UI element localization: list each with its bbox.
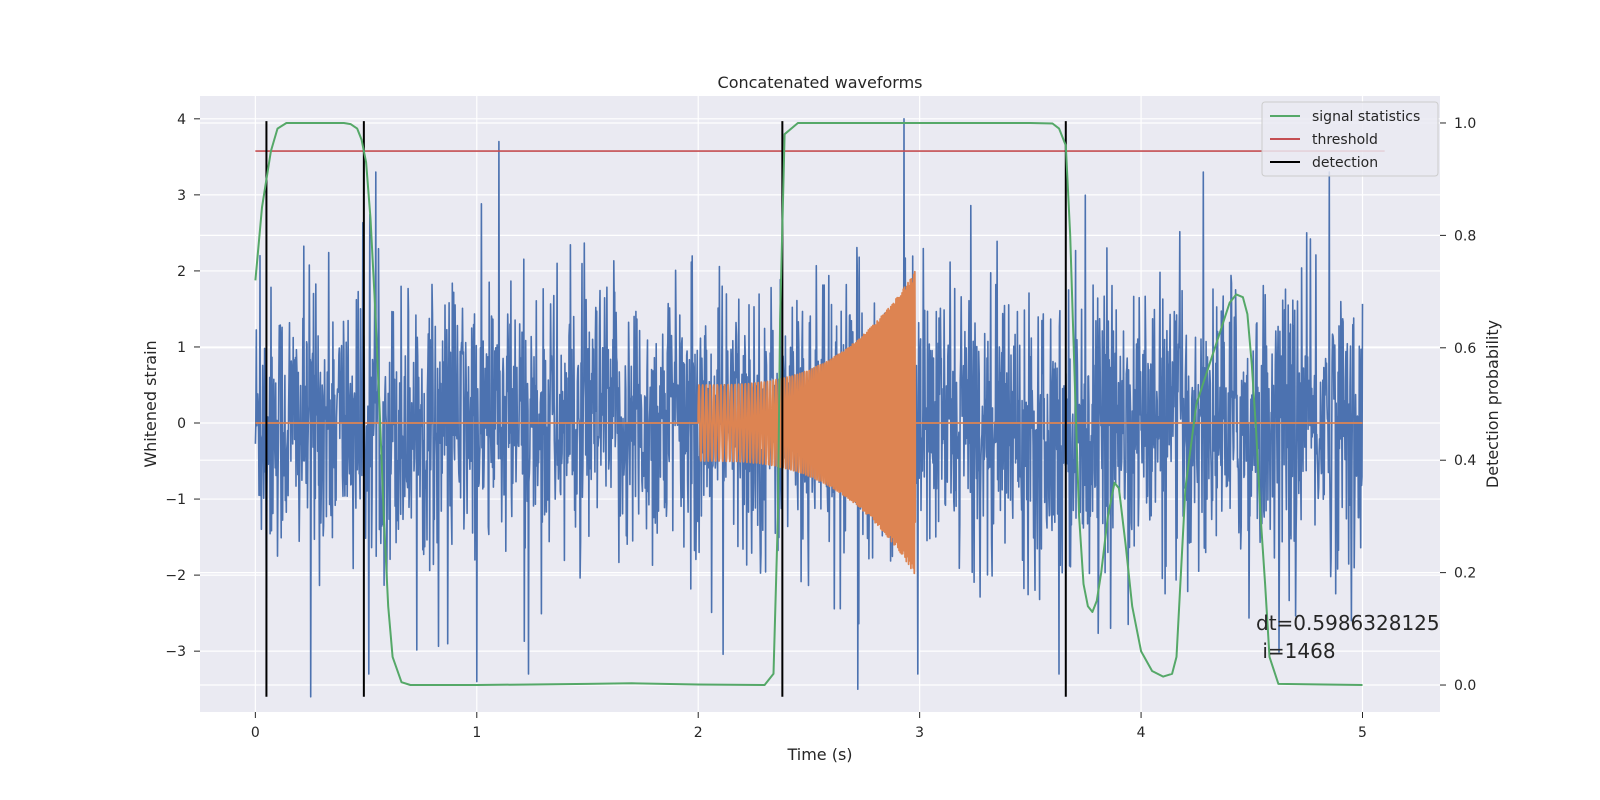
grid bbox=[200, 96, 1440, 712]
y-tick-label: −1 bbox=[165, 492, 186, 508]
x-tick-label: 3 bbox=[915, 725, 924, 741]
y-axis-label: Whitened strain bbox=[141, 340, 160, 467]
y2-tick-label: 0.2 bbox=[1454, 566, 1476, 582]
annotation-dt: dt=0.5986328125 bbox=[1256, 611, 1440, 635]
chirp-line bbox=[255, 270, 1363, 575]
annotation-i: i=1468 bbox=[1256, 639, 1336, 663]
y-tick-label: 0 bbox=[177, 416, 186, 432]
chart-title: Concatenated waveforms bbox=[718, 73, 923, 92]
x-tick-label: 2 bbox=[694, 725, 703, 741]
legend-label-signal-statistics: signal statistics bbox=[1312, 109, 1420, 125]
y2-tick-label: 0.6 bbox=[1454, 341, 1476, 357]
legend: signal statistics threshold detection bbox=[1261, 101, 1439, 177]
x-axis-ticks: 0 1 2 3 4 5 bbox=[251, 712, 1367, 741]
x-tick-label: 1 bbox=[472, 725, 481, 741]
y-tick-label: −2 bbox=[165, 568, 186, 584]
x-axis-label: Time (s) bbox=[786, 745, 852, 764]
chirp-series bbox=[255, 270, 1363, 575]
legend-label-threshold: threshold bbox=[1312, 132, 1378, 148]
y-tick-label: 3 bbox=[177, 188, 186, 204]
y-tick-label: 2 bbox=[177, 264, 186, 280]
y2-tick-label: 1.0 bbox=[1454, 116, 1476, 132]
y-tick-label: 4 bbox=[177, 112, 186, 128]
y2-axis-ticks: 1.0 0.8 0.6 0.4 0.2 0.0 bbox=[1440, 116, 1476, 694]
y-axis-ticks: 4 3 2 1 0 −1 −2 −3 bbox=[165, 112, 200, 660]
legend-label-detection: detection bbox=[1312, 155, 1378, 171]
signal-statistics-line bbox=[254, 122, 1363, 686]
y2-tick-label: 0.8 bbox=[1454, 228, 1476, 244]
x-tick-label: 0 bbox=[251, 725, 260, 741]
signal-statistics-series bbox=[254, 122, 1363, 686]
plot-contents bbox=[254, 118, 1385, 698]
x-tick-label: 5 bbox=[1358, 725, 1367, 741]
legend-box bbox=[1261, 101, 1439, 177]
y-tick-label: −3 bbox=[165, 644, 186, 660]
y2-tick-label: 0.0 bbox=[1454, 678, 1476, 694]
y2-tick-label: 0.4 bbox=[1454, 453, 1476, 469]
y2-axis-label: Detection probability bbox=[1483, 320, 1502, 488]
x-tick-label: 4 bbox=[1137, 725, 1146, 741]
y-tick-label: 1 bbox=[177, 340, 186, 356]
